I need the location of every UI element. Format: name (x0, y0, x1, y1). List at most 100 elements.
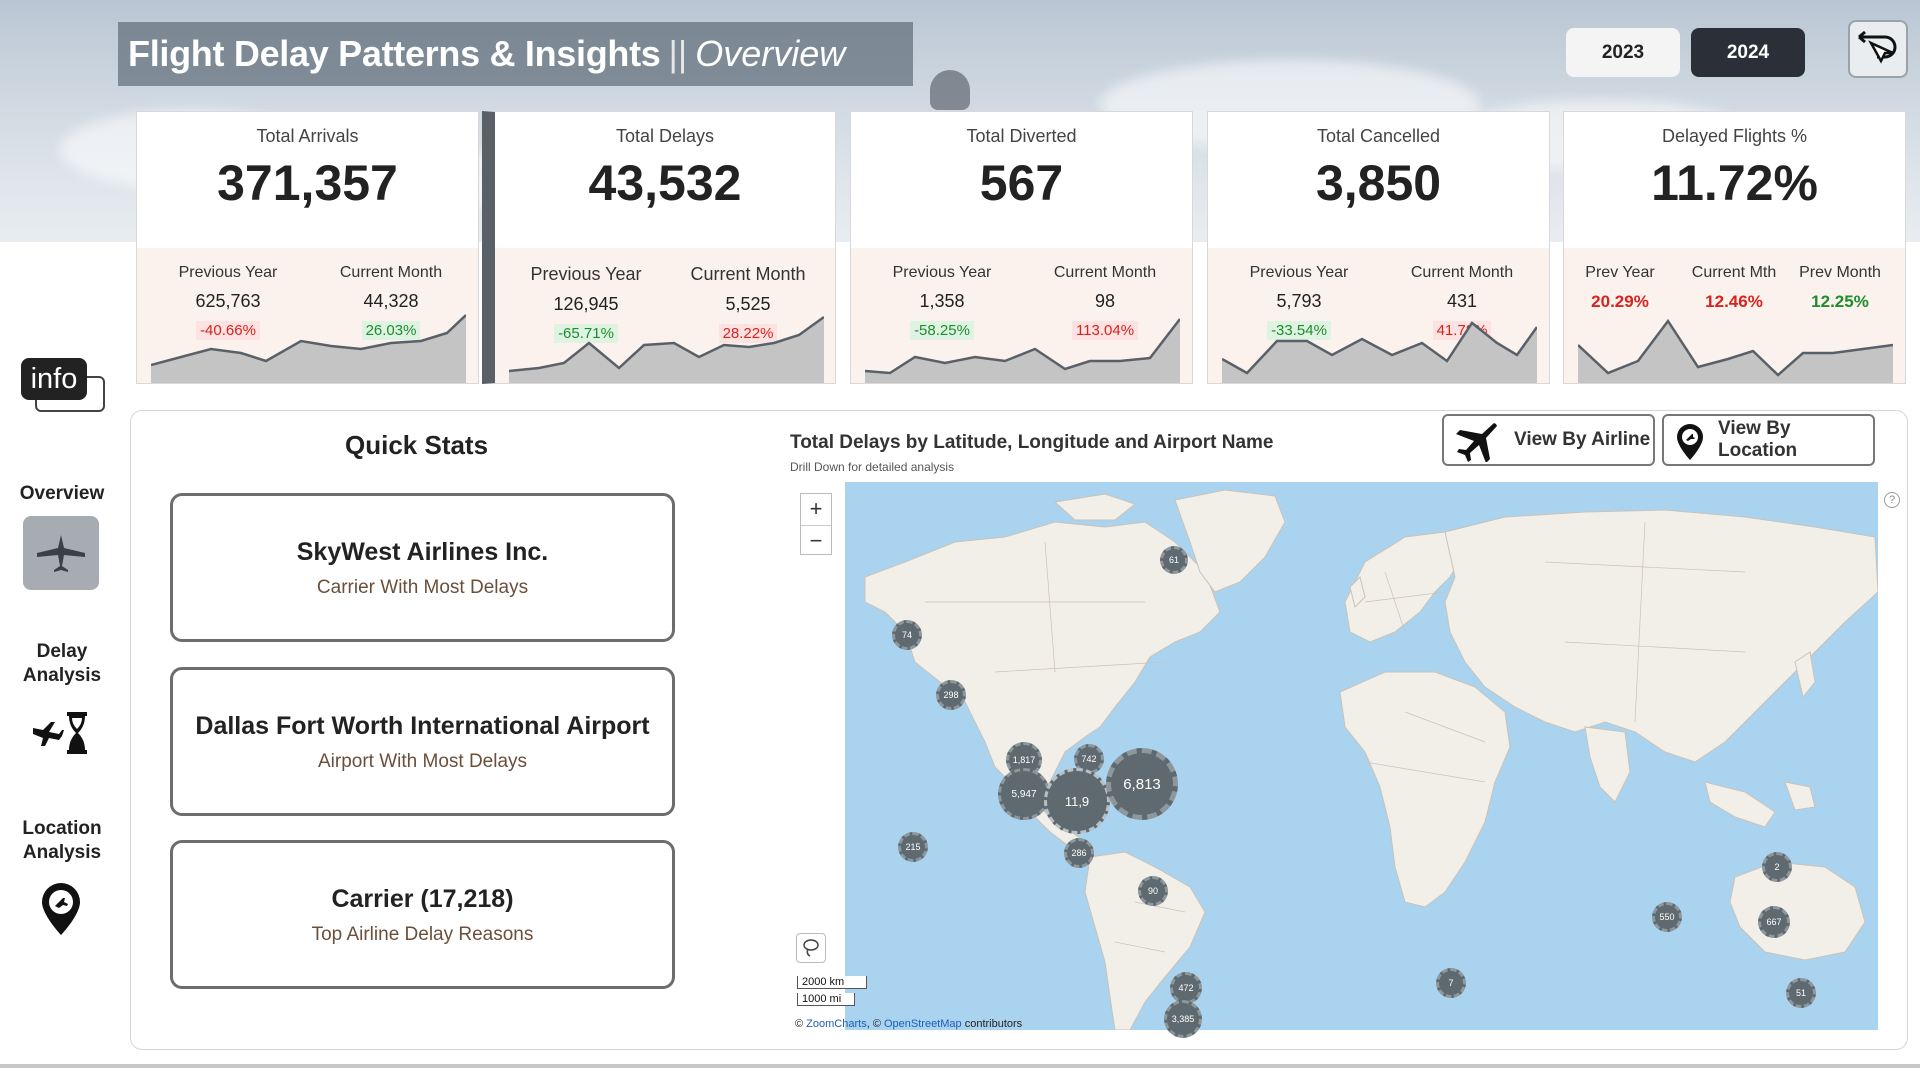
title-subtitle: Overview (695, 33, 846, 74)
prev-year-value: 20.29% (1591, 292, 1649, 311)
kpi-title: Total Arrivals (256, 126, 359, 146)
attribution-prefix: © (795, 1018, 804, 1030)
view-by-airline-label: View By Airline (1514, 429, 1651, 450)
kpi-title: Delayed Flights % (1661, 126, 1808, 146)
year-2024-button[interactable]: 2024 (1691, 28, 1805, 77)
current-month-value: 431 (1446, 291, 1478, 311)
map-cluster[interactable]: 6,813 (1106, 748, 1178, 820)
view-by-airline-button[interactable]: View By Airline (1442, 414, 1655, 466)
quick-stat-card: SkyWest Airlines Inc. Carrier With Most … (170, 493, 675, 642)
prev-year-label: Previous Year (892, 264, 992, 281)
kpi-card-arrivals: Total Arrivals 371,357 Previous Year 625… (136, 111, 479, 384)
current-month-value: 98 (1094, 291, 1116, 311)
attribution-suffix: contributors (964, 1018, 1023, 1030)
sparkline (509, 315, 824, 383)
prev-year-label: Prev Year (1585, 264, 1655, 281)
map-scale-mi: 1000 mi (797, 993, 855, 1006)
map-cluster[interactable]: 5,947 (998, 768, 1050, 820)
map-cluster[interactable]: 90 (1138, 876, 1168, 906)
zoom-in-button[interactable]: + (809, 496, 823, 521)
map-scale-km: 2000 km (797, 976, 867, 989)
sparkline (151, 314, 466, 383)
current-month-label: Current Month (1053, 264, 1157, 281)
map-cluster[interactable]: 11,9 (1044, 768, 1110, 834)
quick-stat-caption: Carrier With Most Delays (316, 577, 529, 598)
current-month-change: 26.03% (361, 321, 421, 340)
nav-overview-button[interactable] (23, 516, 99, 590)
back-button[interactable] (1848, 20, 1908, 78)
prev-month-label: Prev Month (1799, 264, 1881, 281)
lasso-icon (803, 939, 819, 957)
prev-year-change: -58.25% (910, 321, 974, 340)
current-month-change: 28.22% (718, 324, 778, 343)
kpi-value: 43,532 (588, 155, 742, 211)
nav-delay-analysis-label: Delay Analysis (8, 636, 116, 692)
map-cluster[interactable]: 667 (1758, 906, 1790, 938)
info-label: info (21, 358, 87, 400)
quick-stat-card: Carrier (17,218) Top Airline Delay Reaso… (170, 840, 675, 989)
current-month-label: Current Month (1410, 264, 1514, 281)
prev-year-change: -40.66% (196, 321, 260, 340)
map-attribution: © ZoomCharts, © OpenStreetMap contributo… (795, 1018, 1022, 1030)
map-cluster[interactable]: 2 (1762, 852, 1792, 882)
kpi-card-delayed-pct: Delayed Flights % 11.72% Prev Year 20.29… (1563, 111, 1906, 384)
quick-stat-caption: Airport With Most Delays (317, 751, 528, 772)
prev-year-value: 5,793 (1276, 291, 1322, 311)
year-2023-button[interactable]: 2023 (1566, 28, 1680, 77)
map-title: Total Delays by Latitude, Longitude and … (790, 432, 1274, 453)
kpi-value: 11.72% (1651, 155, 1818, 211)
map-cluster[interactable]: 215 (898, 832, 928, 862)
map-cluster[interactable]: 74 (892, 620, 922, 650)
location-pin-icon (42, 883, 80, 935)
title-separator: || (668, 33, 688, 74)
map-cluster[interactable]: 286 (1064, 838, 1094, 868)
prev-year-value: 126,945 (553, 294, 619, 314)
map-subtitle: Drill Down for detailed analysis (790, 460, 955, 474)
map-zoom-control: + − (800, 493, 832, 555)
title-main: Flight Delay Patterns & Insights (128, 33, 661, 74)
nav-delay-analysis-button[interactable] (23, 696, 99, 770)
attribution-mid: , © (866, 1018, 881, 1030)
help-icon[interactable]: ? (1884, 492, 1900, 508)
nav-location-analysis-button[interactable] (23, 872, 99, 946)
lasso-select-button[interactable] (796, 933, 826, 963)
kpi-title: Total Delays (615, 126, 715, 146)
nav-overview-label: Overview (8, 478, 116, 510)
zoom-out-button[interactable]: − (801, 525, 831, 556)
kpi-value: 371,357 (217, 155, 398, 211)
kpi-card-cancelled: Total Cancelled 3,850 Previous Year 5,79… (1207, 111, 1550, 384)
quick-stats-title: Quick Stats (345, 430, 489, 460)
map-cluster[interactable]: 61 (1160, 546, 1188, 574)
airplane-icon (37, 535, 85, 572)
quick-stat-card: Dallas Fort Worth International Airport … (170, 667, 675, 816)
map-cluster[interactable]: 3,385 (1164, 1000, 1202, 1038)
kpi-card-diverted: Total Diverted 567 Previous Year 1,358 -… (850, 111, 1193, 384)
quick-stat-value: Carrier (17,218) (331, 885, 514, 913)
map-cluster[interactable]: 7 (1436, 968, 1466, 998)
kpi-value: 3,850 (1315, 155, 1442, 211)
location-pin-icon (1677, 424, 1703, 460)
info-button[interactable]: info (21, 358, 105, 412)
openstreetmap-link[interactable]: OpenStreetMap (883, 1018, 962, 1030)
map-cluster[interactable]: 298 (936, 680, 966, 710)
kpi-card-delays: Total Delays 43,532 Previous Year 126,94… (482, 111, 836, 384)
page-title: Flight Delay Patterns & Insights || Over… (118, 22, 913, 86)
prev-year-label: Previous Year (1249, 264, 1349, 281)
zoomcharts-link[interactable]: ZoomCharts (806, 1018, 867, 1030)
sparkline (1578, 318, 1893, 383)
map-cluster[interactable]: 51 (1786, 978, 1816, 1008)
prev-year-change: -65.71% (554, 324, 618, 343)
map-cluster[interactable]: 550 (1652, 902, 1682, 932)
kpi-value: 567 (979, 155, 1064, 211)
kpi-title: Total Diverted (966, 126, 1077, 146)
world-map[interactable] (845, 482, 1878, 1030)
sparkline (865, 318, 1180, 383)
current-month-change: 113.04% (1071, 321, 1139, 340)
map-cluster[interactable]: 472 (1170, 972, 1202, 1004)
world-map-land (864, 489, 1878, 1030)
view-by-location-button[interactable]: View By Location (1662, 414, 1875, 466)
prev-year-label: Previous Year (178, 264, 278, 281)
prev-month-value: 12.25% (1811, 292, 1869, 311)
current-month-label: Current Month (690, 264, 806, 284)
prev-year-value: 625,763 (195, 291, 261, 311)
